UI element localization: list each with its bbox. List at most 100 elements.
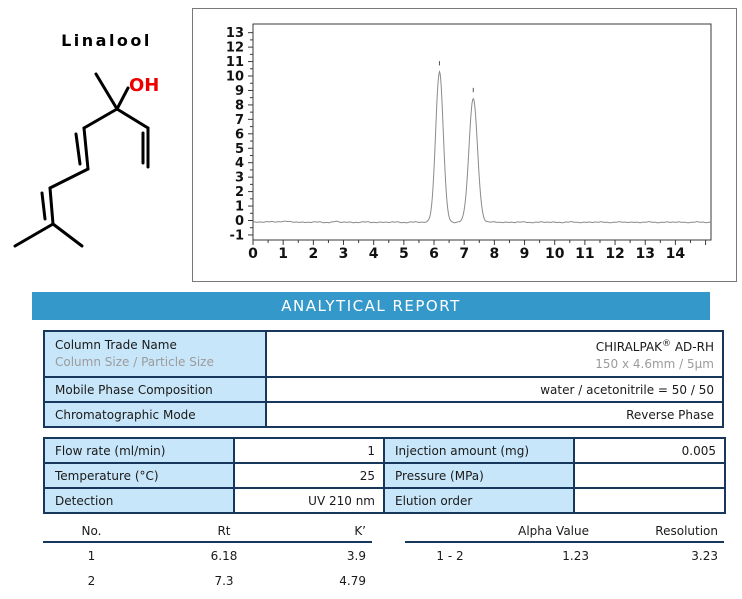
x-tick-label: 12 (605, 246, 624, 262)
bond-c3-c4 (82, 107, 119, 130)
y-tick-label: 1 (235, 200, 244, 215)
bond-c7-methyl-left (13, 222, 55, 248)
y-tick-label: 12 (226, 41, 244, 56)
x-tick-label: 1 (278, 246, 288, 262)
x-tick-label: 6 (429, 246, 439, 262)
pressure-value (573, 462, 726, 489)
injection-amount-value: 0.005 (573, 437, 726, 464)
table-row: 1 - 2 1.23 3.23 (405, 542, 724, 568)
temperature-value: 25 (233, 462, 385, 489)
x-tick-label: 2 (308, 246, 318, 262)
registered-trademark-symbol: ® (662, 338, 672, 349)
detection-value: UV 210 nm (233, 487, 385, 514)
bond-methyl-c3 (94, 72, 119, 111)
chromatographic-mode-label: Chromatographic Mode (43, 401, 267, 428)
column-info-table: Column Trade Name Column Size / Particle… (43, 330, 724, 428)
chromatogram-trace (252, 70, 712, 224)
pressure-label: Pressure (MPa) (383, 462, 575, 489)
x-tick-label: 14 (666, 246, 686, 262)
table-row: Chromatographic Mode Reverse Phase (43, 401, 724, 428)
bond-c4-c5-inner (74, 132, 82, 166)
mobile-phase-label: Mobile Phase Composition (43, 376, 267, 403)
plot-frame (252, 23, 712, 241)
y-tick-label: 0 (235, 214, 244, 229)
peak-no: 2 (87, 574, 96, 588)
separation-results-table: Alpha Value Resolution 1 - 2 1.23 3.23 (405, 524, 724, 568)
y-tick-label: 2 (235, 185, 244, 200)
peak-rt: 6.18 (210, 548, 238, 563)
alpha-value: 1.23 (562, 548, 589, 563)
bond-c6-c7-main (48, 186, 55, 226)
conditions-table: Flow rate (ml/min) 1 Injection amount (m… (43, 437, 726, 514)
y-tick-label: 4 (235, 156, 244, 171)
y-tick-label: 5 (235, 142, 244, 157)
flow-rate-value: 1 (233, 437, 385, 464)
table-row: Flow rate (ml/min) 1 Injection amount (m… (43, 437, 726, 464)
molecule-structure: OH (13, 72, 159, 248)
bond-c6-c7-inner (40, 191, 47, 221)
y-tick-label: 7 (235, 113, 244, 128)
table-header-row: Alpha Value Resolution (405, 524, 724, 543)
x-tick-label: 13 (635, 246, 654, 262)
x-tick-label: 9 (520, 246, 530, 262)
bond-c5-c6 (48, 167, 90, 190)
column-trade-name-label: Column Trade Name (55, 338, 177, 352)
column-size-label: Column Size / Particle Size (55, 355, 214, 369)
y-tick-label: 8 (235, 98, 244, 113)
x-tick-label: 3 (339, 246, 349, 262)
chromatogram-panel: -1 0 1 2 3 4 5 6 7 8 9 10 11 12 13 0 1 2 3 4 5 6 7 8 9 10 11 12 13 14 (192, 8, 737, 282)
elution-order-value (573, 487, 726, 514)
bond-c3-oh (115, 86, 130, 111)
bond-c3-vinyl (115, 107, 150, 130)
x-tick-label: 5 (399, 246, 409, 262)
y-tick-label: 6 (235, 127, 244, 142)
column-trade-name-value: CHIRALPAK® AD-RH (595, 338, 714, 354)
bond-c4-c5-main (82, 126, 90, 171)
x-tick-label: 0 (248, 246, 258, 262)
resolution-header: Resolution (595, 524, 724, 543)
x-tick-label: 11 (575, 246, 594, 262)
peak-no: 1 (87, 548, 96, 563)
alpha-value-header: Alpha Value (495, 524, 595, 543)
table-row: Temperature (°C) 25 Pressure (MPa) (43, 462, 726, 489)
peak-results-table: No. Rt K’ 1 6.18 3.9 2 7.3 4.79 (43, 524, 372, 594)
column-size-value: 150 x 4.6mm / 5µm (595, 356, 714, 371)
temperature-label: Temperature (°C) (43, 462, 235, 489)
k-prime-header: K’ (308, 524, 372, 543)
injection-amount-label: Injection amount (mg) (383, 437, 575, 464)
rt-header: Rt (140, 524, 308, 543)
x-tick-label: 7 (459, 246, 469, 262)
peak-rt: 7.3 (214, 574, 234, 588)
peak-pair: 1 - 2 (436, 548, 464, 563)
y-tick-label: 13 (226, 26, 244, 41)
peak-k-prime: 4.79 (339, 574, 366, 588)
report-banner: ANALYTICAL REPORT (32, 292, 710, 320)
table-row: Column Trade Name Column Size / Particle… (43, 330, 724, 378)
y-tick-label: 11 (226, 55, 244, 70)
detection-label: Detection (43, 487, 235, 514)
mobile-phase-value: water / acetonitrile = 50 / 50 (265, 376, 724, 403)
compound-name: Linalool (61, 31, 152, 50)
hydroxyl-label: OH (129, 75, 159, 96)
pair-header (405, 524, 495, 543)
report-banner-title: ANALYTICAL REPORT (281, 297, 461, 315)
table-row: Detection UV 210 nm Elution order (43, 487, 726, 514)
table-row: 2 7.3 4.79 (43, 568, 372, 594)
chromatographic-mode-value: Reverse Phase (265, 401, 724, 428)
no-header: No. (43, 524, 140, 543)
y-tick-label: 10 (226, 70, 244, 85)
table-row: Mobile Phase Composition water / acetoni… (43, 376, 724, 403)
table-row: 1 6.18 3.9 (43, 542, 372, 568)
y-tick-label: 3 (235, 171, 244, 186)
y-tick-label: -1 (230, 228, 244, 243)
y-tick-label: 9 (235, 84, 244, 99)
flow-rate-label: Flow rate (ml/min) (43, 437, 235, 464)
x-tick-label: 8 (489, 246, 499, 262)
x-tick-label: 4 (369, 246, 379, 262)
elution-order-label: Elution order (383, 487, 575, 514)
table-header-row: No. Rt K’ (43, 524, 372, 543)
resolution-value: 3.23 (691, 548, 718, 563)
x-tick-label: 10 (545, 246, 565, 262)
peak-k-prime: 3.9 (346, 548, 366, 563)
